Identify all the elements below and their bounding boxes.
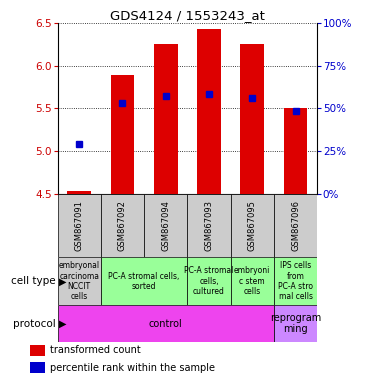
- Text: embryoni
c stem
cells: embryoni c stem cells: [234, 266, 270, 296]
- Bar: [231, 194, 274, 257]
- Bar: [30, 345, 45, 356]
- Bar: [58, 305, 274, 342]
- Bar: [187, 257, 231, 305]
- Bar: [67, 190, 91, 194]
- Bar: [240, 45, 264, 194]
- Text: GSM867091: GSM867091: [75, 200, 83, 251]
- Text: GSM867096: GSM867096: [291, 200, 300, 251]
- Title: GDS4124 / 1553243_at: GDS4124 / 1553243_at: [110, 9, 265, 22]
- Bar: [274, 257, 317, 305]
- Text: IPS cells
from
PC-A stro
mal cells: IPS cells from PC-A stro mal cells: [278, 261, 313, 301]
- Bar: [231, 257, 274, 305]
- Text: percentile rank within the sample: percentile rank within the sample: [50, 362, 215, 373]
- Text: PC-A stromal
cells,
cultured: PC-A stromal cells, cultured: [184, 266, 234, 296]
- Text: reprogram
ming: reprogram ming: [270, 313, 321, 334]
- Bar: [58, 194, 101, 257]
- Text: GSM867094: GSM867094: [161, 200, 170, 251]
- Text: ▶: ▶: [59, 318, 67, 329]
- Bar: [101, 257, 187, 305]
- Text: protocol: protocol: [13, 318, 56, 329]
- Bar: [197, 29, 221, 194]
- Bar: [58, 257, 101, 305]
- Text: GSM867095: GSM867095: [248, 200, 257, 251]
- Text: embryonal
carcinoma
NCCIT
cells: embryonal carcinoma NCCIT cells: [59, 261, 100, 301]
- Text: transformed count: transformed count: [50, 345, 141, 356]
- Bar: [284, 108, 308, 194]
- Text: ▶: ▶: [59, 276, 67, 286]
- Bar: [144, 194, 187, 257]
- Text: GSM867093: GSM867093: [204, 200, 213, 251]
- Text: PC-A stromal cells,
sorted: PC-A stromal cells, sorted: [108, 271, 180, 291]
- Bar: [187, 194, 231, 257]
- Text: cell type: cell type: [11, 276, 56, 286]
- Text: GSM867092: GSM867092: [118, 200, 127, 251]
- Text: control: control: [149, 318, 183, 329]
- Bar: [154, 45, 178, 194]
- Bar: [101, 194, 144, 257]
- Bar: [111, 75, 134, 194]
- Bar: [274, 305, 317, 342]
- Bar: [274, 194, 317, 257]
- Bar: [30, 362, 45, 373]
